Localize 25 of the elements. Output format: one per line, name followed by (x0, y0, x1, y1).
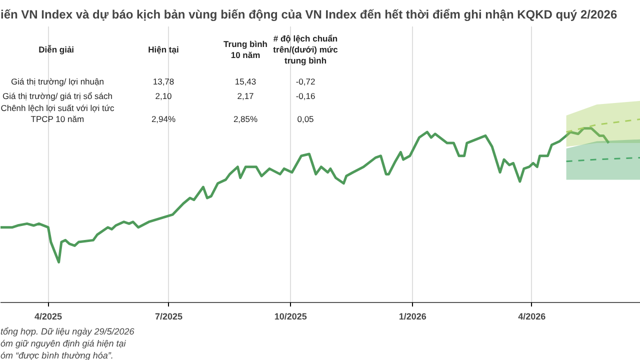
chart-title: iến VN Index và dự báo kịch bản vùng biến động của VN Index đến hết thời điểm ghi nhận KQKD quý 2/2026 (0, 8, 618, 22)
text: 13,78 (152, 76, 174, 86)
x-tick-label: 7/2025 (155, 312, 183, 322)
text: Giá thị trường/ giá trị sổ sách (2, 91, 113, 102)
annotation: 2,85% (233, 114, 258, 124)
x-tick-label: 10/2025 (274, 312, 307, 322)
text: óm “được bình thường hóa”. (0, 350, 114, 360)
text: 2,17 (237, 91, 254, 102)
text: # độ lệch chuẩn trên/(dưới) mức trung bình (273, 34, 338, 66)
x-tick-label: 4/2025 (34, 312, 62, 322)
text: Trung bình 10 năm (224, 39, 268, 60)
text: 15,43 (234, 76, 256, 86)
text: 2,10 (155, 91, 172, 102)
x-tick-label: 1/2026 (398, 312, 426, 322)
text: Hiện tại (148, 44, 179, 55)
text: tổng hợp. Dữ liệu ngày 29/5/2026 (0, 326, 134, 336)
annotation: Chênh lệch lợi suất với lợi tức TPCP 10 năm (0, 103, 116, 124)
text: -0,16 (296, 91, 316, 102)
text: Giá thị trường/ lợi nhuận (11, 76, 104, 86)
annotation: 0,05 (297, 114, 314, 124)
annotation: 2,94% (151, 114, 176, 124)
text: óm giữ nguyên định giá hiện tại (0, 338, 127, 348)
text: -0,72 (296, 76, 316, 86)
text: Diễn giải (38, 44, 74, 55)
x-tick-label: 4/2026 (518, 312, 546, 322)
